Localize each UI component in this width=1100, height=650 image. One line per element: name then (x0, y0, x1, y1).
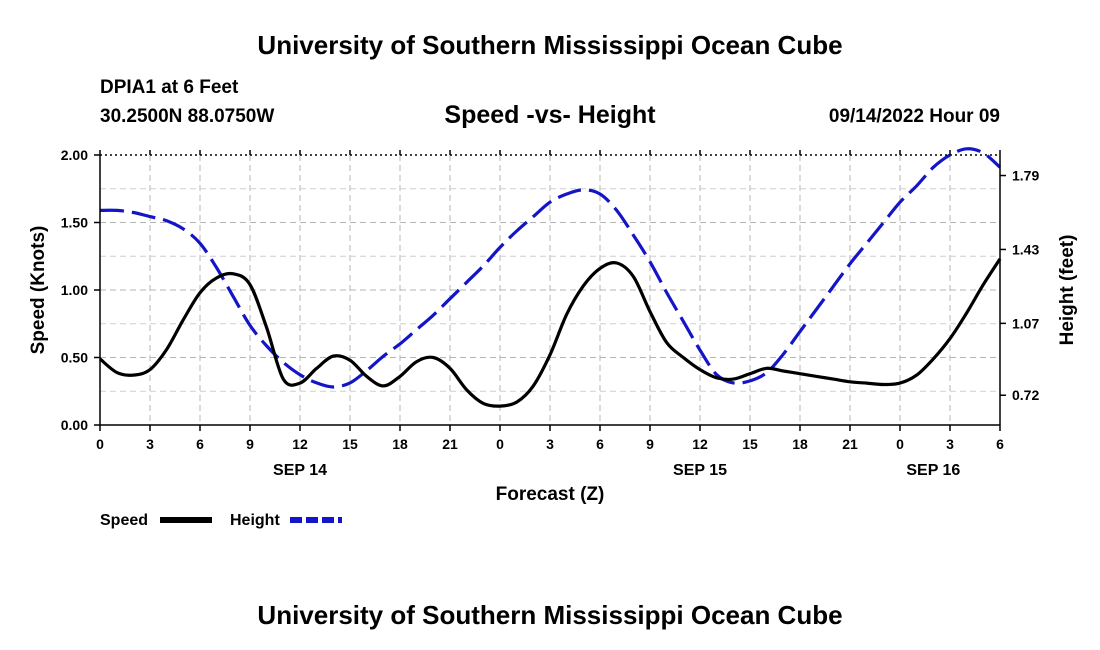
y2-tick-label: 1.43 (1012, 241, 1039, 257)
speed-series-line (98, 258, 1002, 408)
x-tick-label: 0 (496, 436, 504, 452)
x-tick-label: 6 (996, 436, 1004, 452)
x-tick-label: 12 (692, 436, 708, 452)
y-tick-label: 1.50 (61, 215, 88, 231)
x-tick-label: 0 (896, 436, 904, 452)
y2-axis-label: Height (feet) (1057, 235, 1078, 346)
x-tick-label: 9 (646, 436, 654, 452)
x-tick-label: 15 (742, 436, 758, 452)
axis-ticks (94, 150, 1006, 431)
legend: Speed Height (100, 512, 342, 529)
chart-subtitle: Speed -vs- Height (444, 101, 656, 129)
x-tick-label: 6 (596, 436, 604, 452)
date-label: SEP 15 (673, 462, 727, 479)
date-label: SEP 16 (906, 462, 960, 479)
y-tick-label: 0.50 (61, 350, 88, 366)
axis-labels: 0 3 6 9 12 15 18 21 0 3 6 9 12 15 18 21 0 3 6 0.00 0.50 1.00 1… (61, 147, 1040, 479)
date-label: SEP 14 (273, 462, 327, 479)
y2-tick-label: 0.72 (1012, 387, 1039, 403)
page-title: University of Southern Mississippi Ocean… (257, 30, 843, 60)
x-tick-label: 15 (342, 436, 358, 452)
y-axis-label: Speed (Knots) (28, 226, 49, 355)
x-tick-label: 9 (246, 436, 254, 452)
legend-height-label: Height (230, 512, 280, 529)
y-tick-label: 2.00 (61, 147, 88, 163)
coordinates-label: 30.2500N 88.0750W (100, 106, 275, 127)
x-axis-label: Forecast (Z) (496, 484, 605, 505)
y-tick-label: 1.00 (61, 282, 88, 298)
legend-speed-label: Speed (100, 512, 148, 529)
x-tick-label: 3 (146, 436, 154, 452)
bottom-title: University of Southern Mississippi Ocean… (257, 600, 843, 630)
x-tick-label: 3 (946, 436, 954, 452)
x-tick-label: 0 (96, 436, 104, 452)
x-tick-label: 18 (792, 436, 808, 452)
series-layer (98, 147, 1002, 408)
x-tick-label: 21 (842, 436, 858, 452)
y2-tick-label: 1.79 (1012, 168, 1039, 184)
height-series-line (99, 147, 1002, 389)
x-tick-label: 3 (546, 436, 554, 452)
grid (100, 155, 1000, 425)
datetime-label: 09/14/2022 Hour 09 (828, 106, 1000, 127)
station-label: DPIA1 at 6 Feet (100, 77, 239, 98)
x-tick-label: 21 (442, 436, 458, 452)
x-tick-label: 18 (392, 436, 408, 452)
x-tick-label: 12 (292, 436, 308, 452)
x-tick-label: 6 (196, 436, 204, 452)
y-tick-label: 0.00 (61, 417, 88, 433)
y2-tick-label: 1.07 (1012, 315, 1039, 331)
